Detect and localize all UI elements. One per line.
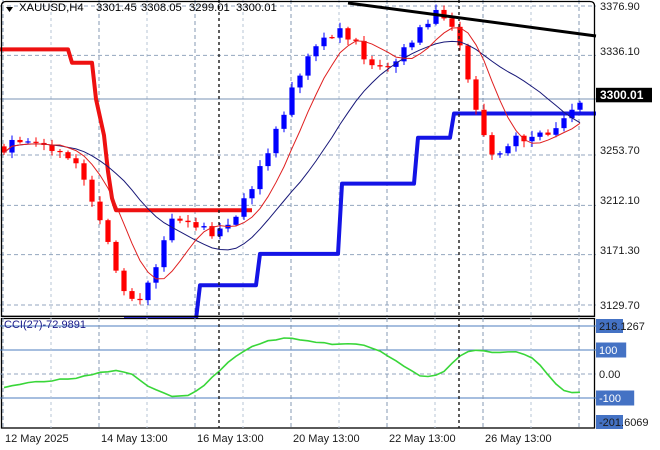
svg-text:XAUUSD,H4: XAUUSD,H4 — [19, 2, 84, 14]
svg-text:3129.70: 3129.70 — [600, 300, 640, 312]
svg-text:22 May 13:00: 22 May 13:00 — [389, 433, 456, 445]
svg-text:12 May 2025: 12 May 2025 — [5, 433, 69, 445]
svg-text:3253.70: 3253.70 — [600, 145, 640, 157]
svg-text:26 May 13:00: 26 May 13:00 — [485, 433, 552, 445]
svg-text:3171.30: 3171.30 — [600, 245, 640, 257]
svg-text:218.1267: 218.1267 — [599, 321, 645, 333]
svg-text:3376.90: 3376.90 — [600, 1, 640, 13]
svg-text:20 May 13:00: 20 May 13:00 — [293, 433, 360, 445]
svg-text:-100: -100 — [599, 393, 621, 405]
svg-text:3336.10: 3336.10 — [600, 46, 640, 58]
svg-text:CCI(27)-72.9891: CCI(27)-72.9891 — [4, 319, 86, 331]
svg-text:0.00: 0.00 — [599, 369, 620, 381]
svg-text:3300.01: 3300.01 — [600, 88, 644, 102]
svg-text:-201.6069: -201.6069 — [599, 417, 649, 429]
svg-text:100: 100 — [599, 345, 617, 357]
svg-text:3300.01: 3300.01 — [236, 2, 277, 14]
svg-text:3299.01: 3299.01 — [189, 2, 230, 14]
svg-text:3212.10: 3212.10 — [600, 195, 640, 207]
svg-text:3301.45: 3301.45 — [96, 2, 137, 14]
svg-text:16 May 13:00: 16 May 13:00 — [197, 433, 264, 445]
svg-text:14 May 13:00: 14 May 13:00 — [101, 433, 168, 445]
svg-text:3308.05: 3308.05 — [141, 2, 182, 14]
